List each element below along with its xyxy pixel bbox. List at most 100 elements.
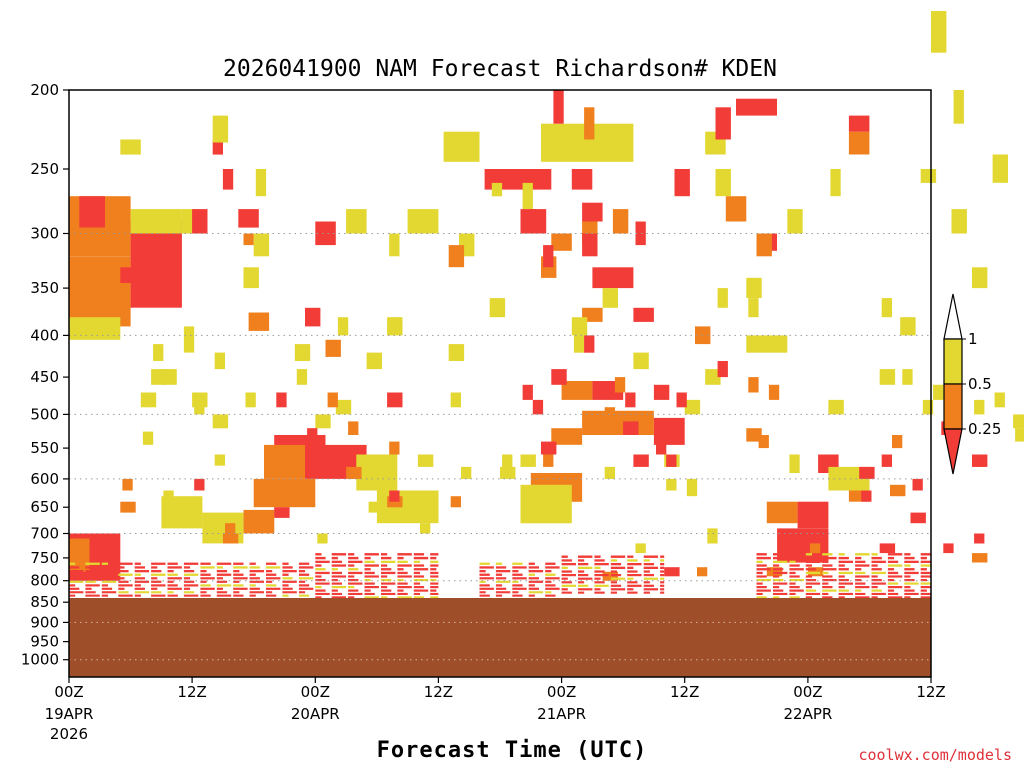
ri-band-stripe bbox=[773, 556, 784, 560]
ri-band-stripe bbox=[756, 553, 767, 556]
ri-band-stripe bbox=[871, 586, 878, 589]
x-tick-label: 00Z bbox=[301, 683, 330, 701]
ri-cell-orange bbox=[807, 567, 824, 577]
ri-band-stripe bbox=[85, 566, 92, 569]
x-tick-label: 12Z bbox=[916, 683, 945, 701]
ri-band-stripe bbox=[855, 586, 870, 589]
ri-band-stripe bbox=[118, 587, 125, 590]
ri-band-stripe bbox=[134, 566, 145, 569]
ri-band-stripe bbox=[805, 568, 817, 571]
ri-cell-orange bbox=[614, 377, 626, 393]
ri-band-stripe bbox=[200, 577, 215, 580]
ri-band-stripe bbox=[773, 596, 780, 599]
ri-cell-yellow bbox=[243, 267, 259, 289]
ri-band-stripe bbox=[298, 580, 306, 583]
ri-cell-yellow bbox=[366, 352, 382, 370]
ri-cell-orange bbox=[348, 421, 359, 435]
ri-band-stripe bbox=[430, 589, 437, 592]
ri-band-stripe bbox=[838, 579, 849, 582]
ri-band-stripe bbox=[495, 594, 503, 597]
ri-cell-red bbox=[389, 490, 400, 502]
ri-band-stripe bbox=[413, 560, 420, 563]
ri-band-stripe bbox=[528, 573, 535, 576]
ri-band-stripe bbox=[610, 581, 617, 584]
ri-band-stripe bbox=[216, 594, 232, 597]
y-tick-label: 500 bbox=[30, 405, 59, 423]
ri-band-stripe bbox=[216, 562, 232, 565]
ri-band-stripe bbox=[200, 587, 215, 590]
ri-band-stripe bbox=[430, 564, 439, 567]
ri-band-stripe bbox=[249, 584, 256, 587]
ri-band-stripe bbox=[805, 592, 821, 595]
ri-cell-yellow bbox=[902, 369, 913, 385]
ri-band-stripe bbox=[838, 586, 845, 589]
ri-band-stripe bbox=[610, 588, 626, 591]
ri-band-stripe bbox=[413, 556, 429, 560]
ri-band-stripe bbox=[660, 588, 665, 591]
ri-band-stripe bbox=[348, 568, 359, 571]
ri-band-stripe bbox=[233, 580, 240, 583]
ri-band-stripe bbox=[855, 553, 870, 556]
ri-band-stripe bbox=[871, 575, 878, 578]
ri-band-stripe bbox=[920, 560, 931, 563]
ri-band-stripe bbox=[495, 573, 503, 576]
ri-band-stripe bbox=[101, 570, 117, 573]
ground-fill bbox=[69, 598, 931, 677]
ri-band-stripe bbox=[167, 570, 174, 573]
ri-band-stripe bbox=[331, 556, 338, 560]
ri-band-stripe bbox=[315, 596, 322, 599]
ri-band-stripe bbox=[610, 555, 626, 558]
ri-band-stripe bbox=[348, 586, 355, 589]
ri-band-stripe bbox=[381, 553, 388, 556]
ri-band-stripe bbox=[430, 582, 439, 585]
x-axis-label: Forecast Time (UTC) bbox=[377, 738, 648, 763]
ri-band-stripe bbox=[545, 580, 552, 583]
ri-band-stripe bbox=[282, 566, 293, 569]
ri-band-stripe bbox=[594, 577, 601, 580]
ri-band-stripe bbox=[887, 589, 895, 592]
ri-band-stripe bbox=[101, 594, 108, 597]
ri-band-stripe bbox=[315, 556, 326, 560]
ri-band-stripe bbox=[101, 577, 113, 580]
ri-band-stripe bbox=[773, 571, 788, 575]
ri-cell-orange bbox=[543, 454, 554, 467]
ri-band-stripe bbox=[167, 580, 174, 583]
ri-band-stripe bbox=[101, 584, 108, 587]
ri-region-red bbox=[120, 267, 141, 283]
ri-band-stripe bbox=[887, 586, 903, 589]
ri-band-stripe bbox=[495, 566, 507, 569]
ri-band-stripe bbox=[887, 596, 903, 599]
ri-band-stripe bbox=[495, 584, 503, 587]
ri-band-stripe bbox=[85, 580, 96, 583]
ri-cell-yellow bbox=[974, 399, 985, 415]
ri-band-stripe bbox=[315, 571, 330, 575]
ri-band-stripe bbox=[364, 586, 379, 589]
ri-band-stripe bbox=[545, 594, 556, 597]
ri-band-stripe bbox=[887, 592, 899, 595]
ri-band-stripe bbox=[69, 584, 76, 587]
ri-band-stripe bbox=[920, 592, 931, 595]
ri-band-stripe bbox=[364, 568, 371, 571]
ri-region-orange bbox=[69, 256, 131, 327]
ri-band-stripe bbox=[85, 577, 92, 580]
ri-band-stripe bbox=[871, 589, 882, 592]
richardson-cells bbox=[69, 11, 1024, 599]
ri-cell-yellow bbox=[992, 154, 1008, 183]
ri-band-stripe bbox=[871, 596, 878, 599]
ri-band-stripe bbox=[838, 575, 845, 578]
ri-band-stripe bbox=[756, 575, 767, 578]
ri-band-stripe bbox=[167, 562, 178, 565]
ri-band-stripe bbox=[364, 592, 375, 595]
y-tick-label: 550 bbox=[30, 439, 59, 457]
ri-band-stripe bbox=[85, 584, 100, 587]
ri-band-stripe bbox=[773, 592, 788, 595]
y-tick-label: 350 bbox=[30, 279, 59, 297]
legend-swatch-bottom bbox=[943, 428, 963, 475]
ri-band-stripe bbox=[871, 553, 878, 556]
ri-band-stripe bbox=[85, 587, 92, 590]
ri-band-stripe bbox=[397, 564, 412, 567]
ri-cell-orange bbox=[972, 553, 988, 563]
ri-band-stripe bbox=[920, 582, 931, 585]
ri-band-stripe bbox=[561, 570, 572, 573]
ri-cell-orange bbox=[346, 466, 362, 479]
